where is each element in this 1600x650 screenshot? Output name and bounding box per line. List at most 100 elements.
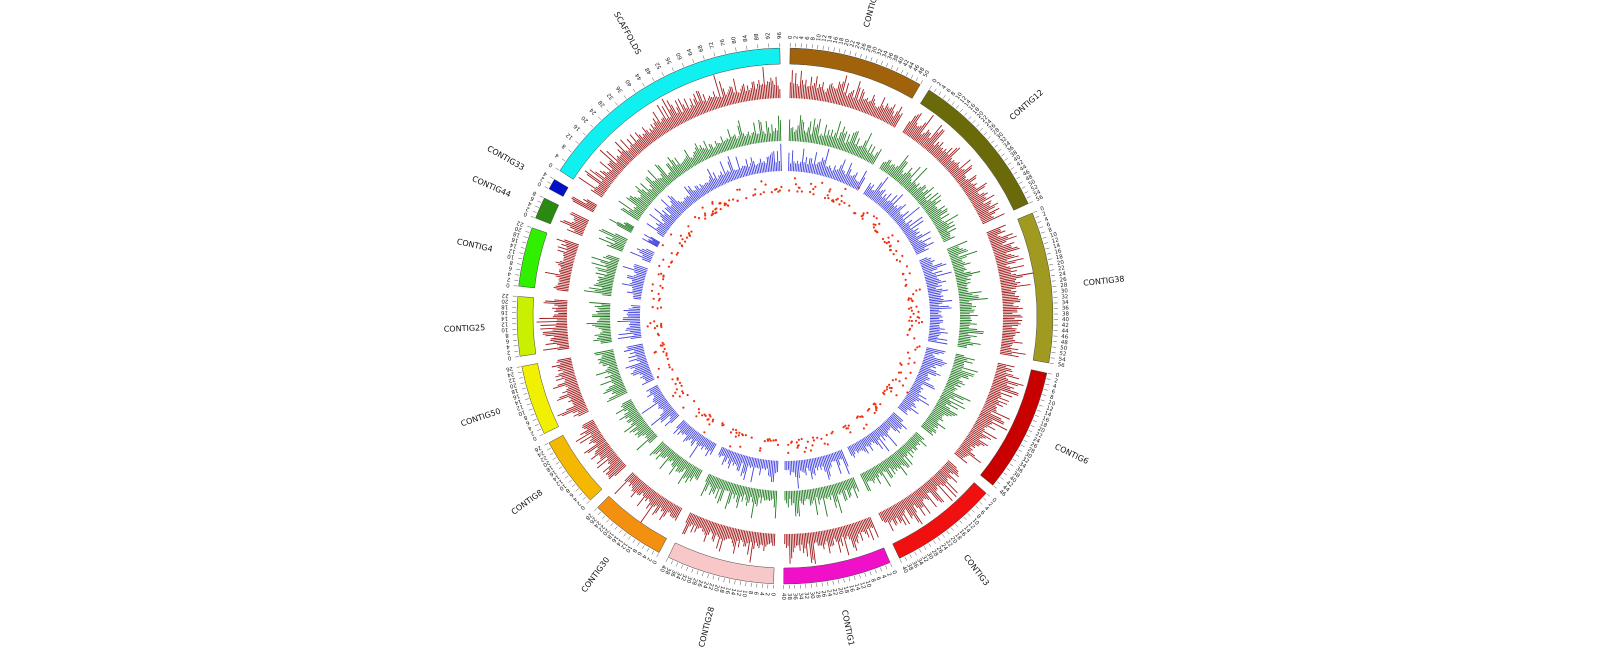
scatter-point — [714, 208, 717, 211]
tick-mark — [712, 575, 715, 580]
tick-label: 0 — [890, 570, 897, 576]
tick-mark — [869, 571, 872, 576]
tick-mark — [707, 573, 709, 578]
scatter-point — [881, 237, 885, 241]
tick-label: 6 — [805, 36, 811, 40]
hist-bar-greens — [609, 218, 635, 233]
tick-label: 30 — [808, 591, 815, 599]
tick-mark — [537, 200, 542, 203]
tick-mark — [561, 158, 566, 162]
scatter-point — [878, 222, 881, 225]
scatter-point — [912, 312, 915, 315]
tick-mark — [849, 50, 852, 55]
scatter-point — [844, 187, 847, 191]
tick-label: 10 — [1050, 232, 1059, 240]
tick-label: 16 — [1041, 416, 1050, 424]
tick-label: 4 — [880, 574, 887, 580]
tick-label: 52 — [1030, 184, 1039, 193]
tick-label: 0 — [650, 559, 657, 565]
scatter-point — [660, 272, 663, 275]
tick-label: 16 — [573, 122, 583, 131]
tick-mark — [632, 89, 636, 93]
scatter-point — [739, 445, 742, 448]
tick-label: 18 — [605, 530, 614, 540]
tick-label: 18 — [512, 230, 521, 238]
scatter-point — [687, 232, 691, 235]
tick-label: 18 — [510, 387, 519, 395]
tick-mark — [1030, 425, 1035, 428]
hist-bar-reds — [878, 460, 959, 532]
tick-label: 0 — [578, 504, 585, 511]
tick-mark — [735, 47, 737, 52]
tick-mark — [987, 136, 991, 140]
tick-label: 20 — [976, 110, 986, 120]
tick-mark — [915, 77, 919, 82]
tick-label: 22 — [539, 454, 548, 463]
scatter-point — [735, 431, 738, 434]
scatter-point — [675, 388, 679, 391]
scatter-point — [907, 362, 910, 365]
tick-label: 12 — [554, 478, 563, 487]
scatter-point — [918, 288, 921, 291]
tick-label: 42 — [1016, 159, 1025, 168]
tick-label: 20 — [541, 459, 551, 468]
scatter-point — [800, 190, 804, 193]
scatter-point — [734, 435, 737, 438]
hist-bar-blues — [897, 347, 947, 416]
scatter-point — [711, 420, 714, 423]
tick-mark — [976, 123, 980, 128]
hist-bar-reds — [954, 362, 1024, 464]
tick-label: 22 — [707, 582, 715, 590]
tick-mark — [1042, 394, 1047, 396]
tick-label: 54 — [1058, 357, 1066, 364]
scatter-point — [788, 189, 791, 192]
scatter-point — [732, 198, 735, 201]
scatter-point — [882, 391, 885, 394]
tick-label: 18 — [972, 106, 982, 116]
scatter-point — [845, 427, 848, 430]
tick-label: 56 — [665, 56, 674, 65]
tick-mark — [696, 570, 699, 575]
tick-mark — [593, 508, 598, 512]
scatter-point — [703, 431, 706, 434]
tick-mark — [517, 371, 522, 374]
tick-mark — [1012, 458, 1017, 462]
tick-label: 44 — [908, 61, 917, 70]
tick-mark — [681, 564, 684, 569]
tick-mark — [623, 95, 627, 99]
tick-mark — [582, 496, 587, 500]
scatter-point — [891, 234, 894, 237]
scatter-point — [840, 194, 843, 197]
tick-mark — [528, 408, 533, 411]
tick-label: 8 — [522, 414, 528, 421]
tick-mark — [986, 493, 991, 497]
hist-bar-blues — [847, 412, 908, 458]
tick-mark — [909, 554, 912, 559]
tick-mark — [963, 516, 967, 521]
tick-mark — [518, 257, 523, 260]
tick-label: 46 — [913, 64, 922, 73]
hist-bar-greens — [594, 349, 628, 403]
scatter-point — [790, 440, 793, 443]
scatter-point — [885, 242, 888, 245]
tick-label: 12 — [619, 541, 628, 550]
scatter-point — [737, 434, 740, 437]
tick-mark — [1001, 153, 1005, 157]
tick-mark — [1050, 357, 1055, 359]
tick-mark — [586, 500, 590, 504]
scatter-point — [658, 264, 661, 267]
tick-label: 0 — [788, 35, 794, 39]
tick-label: 14 — [513, 398, 522, 406]
tick-label: 12 — [508, 247, 516, 254]
scatter-point — [918, 345, 921, 348]
tick-label: 6 — [1046, 222, 1052, 229]
scatter-point — [676, 377, 679, 380]
tick-label: 36 — [1015, 466, 1025, 475]
ideogram-segment-contig38 — [1017, 212, 1054, 364]
scatter-point — [662, 343, 665, 346]
tick-label: 60 — [676, 51, 684, 60]
hist-bar-blues — [718, 446, 779, 483]
tick-mark — [568, 149, 572, 153]
scatter-point — [741, 434, 745, 437]
scatter-point — [711, 212, 715, 216]
